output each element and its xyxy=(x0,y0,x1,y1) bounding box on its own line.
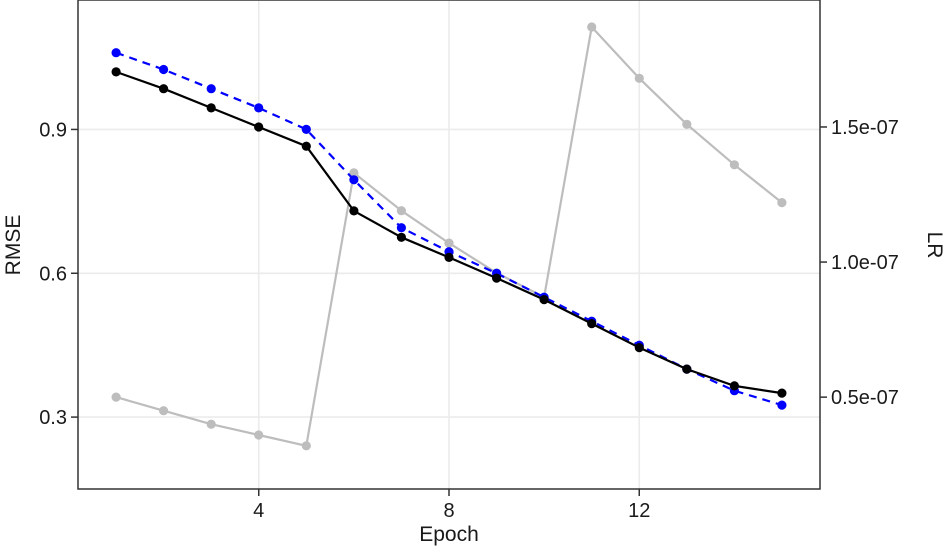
series-point-1 xyxy=(111,48,121,58)
series-point-0 xyxy=(111,392,121,402)
x-axis-title: Epoch xyxy=(419,523,479,546)
y2-tick-label: 0.5e-07 xyxy=(831,387,899,409)
series-point-2 xyxy=(349,206,359,216)
y-tick-label: 0.3 xyxy=(39,407,67,429)
series-point-2 xyxy=(729,381,740,391)
y-tick-label: 0.9 xyxy=(39,119,67,141)
series-point-2 xyxy=(682,364,692,374)
series-point-2 xyxy=(159,84,169,94)
series-point-0 xyxy=(206,419,216,429)
series-point-2 xyxy=(301,141,311,151)
series-point-0 xyxy=(301,441,311,451)
x-tick-label: 12 xyxy=(628,500,650,522)
series-point-2 xyxy=(444,252,454,262)
y2-tick-label: 1.0e-07 xyxy=(831,252,899,274)
axes: 4 8 12 0.3 0.6 0.9 0.5e-07 1.0e-07 1.5e-07 xyxy=(39,117,899,522)
series-point-0 xyxy=(587,22,597,32)
series-point-1 xyxy=(159,64,169,75)
y-axis-title: RMSE xyxy=(2,215,25,276)
series-point-0 xyxy=(396,206,406,216)
series-point-0 xyxy=(777,198,787,208)
data-series xyxy=(111,22,787,451)
series-point-0 xyxy=(159,406,169,416)
series-point-0 xyxy=(634,73,644,83)
series-point-0 xyxy=(254,430,264,440)
series-point-2 xyxy=(634,343,644,353)
series-point-1 xyxy=(777,400,787,410)
series-point-0 xyxy=(729,160,740,170)
series-point-2 xyxy=(587,319,597,329)
series-point-1 xyxy=(301,124,311,134)
series-point-1 xyxy=(254,103,264,113)
series-point-2 xyxy=(492,273,502,283)
x-tick-label: 4 xyxy=(253,500,264,522)
x-tick-label: 8 xyxy=(443,500,454,522)
series-point-1 xyxy=(206,84,216,94)
series-point-2 xyxy=(396,232,406,242)
series-point-1 xyxy=(396,223,406,233)
y2-tick-label: 1.5e-07 xyxy=(831,117,899,139)
series-point-2 xyxy=(206,103,216,113)
series-point-0 xyxy=(349,168,359,178)
y2-axis-title: LR xyxy=(923,232,946,259)
series-point-1 xyxy=(349,175,359,185)
series-point-2 xyxy=(254,122,264,132)
series-point-2 xyxy=(777,388,787,398)
series-point-0 xyxy=(682,119,692,129)
series-point-2 xyxy=(539,295,549,305)
y-tick-label: 0.6 xyxy=(39,263,67,285)
series-point-0 xyxy=(444,238,454,248)
series-point-2 xyxy=(111,67,121,77)
